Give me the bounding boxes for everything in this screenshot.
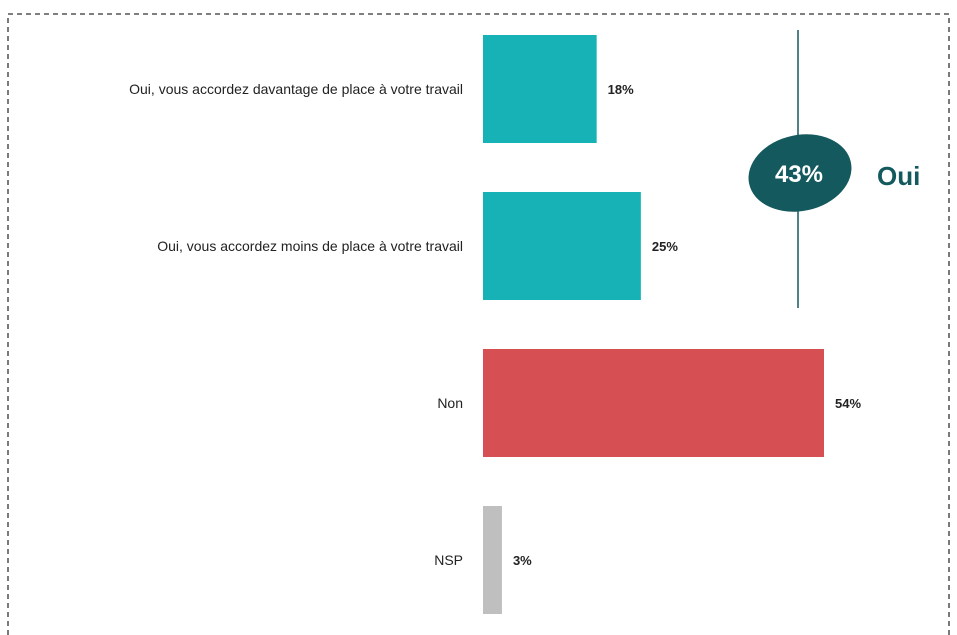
category-label: Oui, vous accordez moins de place à votr… — [157, 238, 463, 254]
bar — [483, 35, 597, 143]
value-label: 18% — [608, 82, 634, 97]
value-label: 25% — [652, 239, 678, 254]
value-label: 3% — [513, 553, 532, 568]
value-label: 54% — [835, 396, 861, 411]
bar — [483, 506, 502, 614]
bars-group: Oui, vous accordez davantage de place à … — [129, 35, 861, 614]
bar — [483, 192, 641, 300]
category-label: Oui, vous accordez davantage de place à … — [129, 81, 463, 97]
oui-total-value: 43% — [775, 161, 823, 188]
oui-total-badge — [748, 134, 852, 212]
bar — [483, 349, 824, 457]
category-label: NSP — [434, 552, 463, 568]
oui-total-label: Oui — [877, 161, 920, 191]
category-label: Non — [437, 395, 463, 411]
dashed-frame — [7, 13, 950, 635]
